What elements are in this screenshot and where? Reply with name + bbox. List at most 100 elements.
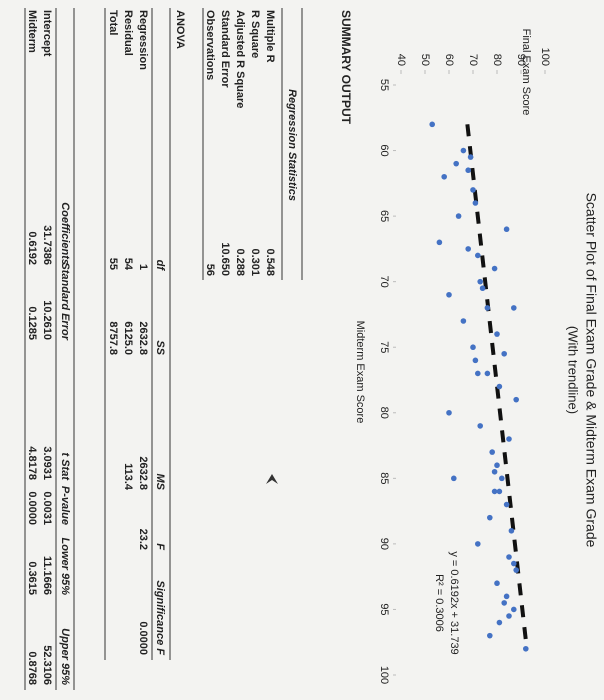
row-label: Intercept — [41, 10, 53, 57]
data-point — [487, 632, 493, 639]
x-tick-label: 100 — [378, 666, 390, 684]
x-tick-label: 85 — [378, 472, 390, 484]
data-point — [491, 468, 498, 475]
data-point — [503, 593, 510, 600]
data-point — [465, 167, 471, 174]
data-point — [451, 475, 457, 482]
data-point — [511, 560, 517, 567]
cell: 1 — [137, 264, 149, 270]
row-label: Observations — [204, 10, 216, 80]
y-tick-label: 50 — [419, 54, 431, 66]
cell: 4.8178 — [26, 446, 38, 480]
data-point — [446, 409, 452, 416]
data-point — [523, 645, 529, 652]
data-point — [453, 160, 459, 167]
cell: 2632.8 — [137, 456, 149, 490]
data-point — [499, 475, 505, 482]
cell: 54 — [122, 258, 134, 271]
data-point — [484, 305, 491, 311]
column-header: Standard Error — [59, 262, 71, 340]
y-tick-label: 60 — [443, 54, 455, 66]
column-header: MS — [154, 474, 166, 491]
data-point — [506, 613, 512, 619]
y-tick-label: 70 — [467, 54, 479, 66]
column-header: Coefficients — [59, 202, 71, 265]
data-point — [470, 187, 476, 193]
x-tick-label: 70 — [378, 276, 390, 288]
data-point — [465, 246, 471, 252]
cell: 6125.0 — [122, 321, 134, 355]
cell: 0.0031 — [41, 491, 53, 525]
cell: 0.301 — [249, 248, 261, 276]
rotated-sheet: Scatter Plot of Final Exam Grade & Midte… — [24, 8, 599, 690]
data-point — [496, 383, 503, 390]
cell: 11.1666 — [41, 556, 53, 595]
data-point — [513, 396, 519, 403]
data-point — [475, 252, 481, 259]
cell: 2632.8 — [137, 321, 149, 355]
y-tick-label: 100 — [539, 48, 551, 66]
data-point — [429, 121, 435, 128]
trendline-r-squared: R² = 0.3006 — [433, 574, 445, 632]
cell: 0.3615 — [26, 561, 38, 595]
data-point — [477, 423, 483, 429]
data-point — [460, 318, 467, 324]
cell: 0.8768 — [26, 651, 38, 685]
data-point — [467, 154, 474, 160]
row-label: Regression — [137, 10, 149, 70]
data-point — [501, 600, 507, 606]
table-header: Regression Statistics — [286, 89, 298, 201]
data-point — [511, 305, 517, 311]
cell: 0.0000 — [26, 491, 38, 525]
x-tick-label: 65 — [378, 210, 390, 222]
data-point — [491, 265, 498, 272]
chart-subtitle: (With trendline) — [566, 326, 581, 414]
column-header: Upper 95% — [59, 628, 71, 685]
cell: 23.2 — [137, 529, 149, 550]
x-tick-label: 80 — [378, 407, 390, 419]
data-point — [475, 541, 481, 547]
table-title: ANOVA — [174, 10, 186, 49]
cell: 10.650 — [219, 242, 231, 276]
data-point — [503, 501, 510, 508]
x-tick-label: 60 — [378, 144, 390, 156]
x-axis-title: Midterm Exam Score — [354, 321, 366, 424]
cell: 31.7386 — [41, 225, 53, 265]
cell: 0.6192 — [26, 231, 38, 265]
x-tick-label: 95 — [378, 603, 390, 615]
data-point — [460, 147, 467, 154]
column-header: P-value — [59, 486, 71, 525]
data-point — [441, 173, 447, 180]
row-label: Total — [107, 10, 119, 35]
data-point — [506, 554, 512, 560]
cell: 0.0000 — [137, 621, 149, 655]
y-tick-label: 90 — [515, 54, 527, 66]
data-point — [503, 226, 510, 233]
data-point — [511, 606, 517, 613]
column-header: Lower 95% — [59, 538, 71, 596]
row-label: R Square — [249, 10, 261, 58]
data-point — [436, 239, 443, 246]
cell: 55 — [107, 258, 119, 270]
column-header: t Stat — [59, 453, 71, 482]
cell: 3.0931 — [41, 446, 53, 480]
y-axis-title: Final Exam Score — [520, 29, 532, 116]
cell: 0.1285 — [26, 306, 38, 340]
data-point — [508, 527, 515, 534]
column-header: SS — [154, 340, 166, 355]
data-point — [494, 462, 500, 469]
column-header: df — [154, 260, 166, 272]
x-tick-label: 90 — [378, 538, 390, 550]
y-tick-label: 40 — [395, 54, 407, 66]
data-point — [475, 370, 481, 377]
cell: 0.548 — [264, 248, 276, 276]
column-header: Significance F — [154, 580, 166, 655]
data-point — [494, 331, 500, 337]
data-point — [496, 488, 503, 495]
trendline-equation: y = 0.6192x + 31.739 — [448, 551, 460, 654]
data-point — [484, 370, 491, 377]
cell: 0.288 — [234, 248, 246, 276]
column-header: F — [154, 543, 166, 550]
data-point — [513, 567, 519, 573]
